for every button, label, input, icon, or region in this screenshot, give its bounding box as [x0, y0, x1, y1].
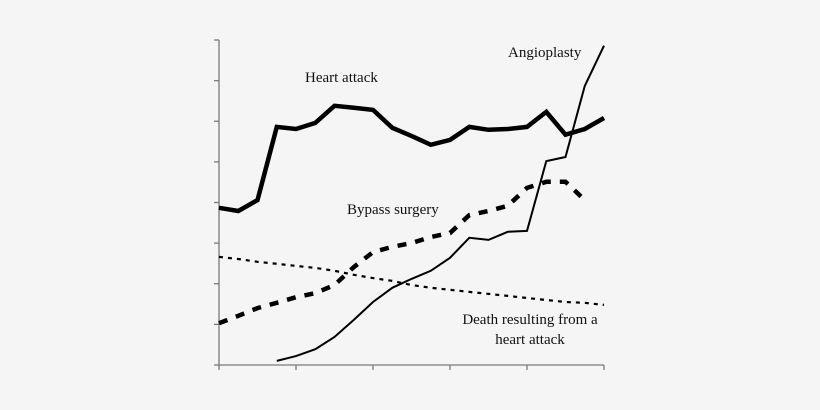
label-bypass-surgery: Bypass surgery	[347, 202, 439, 218]
series-layer	[218, 45, 606, 362]
label-heart-attack: Heart attack	[305, 70, 378, 86]
series-bypass-surgery	[218, 179, 587, 326]
series-angioplasty	[276, 45, 605, 362]
series-heart-attack	[218, 103, 606, 214]
label-angioplasty: Angioplasty	[508, 45, 582, 61]
label-death-heart-attack: Death resulting from a heart attack	[450, 312, 610, 349]
axes	[214, 39, 605, 370]
label-death-line2: heart attack	[495, 332, 565, 348]
label-death-line1: Death resulting from a	[462, 312, 598, 328]
series-death-resulting-from-a-heart-attack	[218, 255, 605, 306]
